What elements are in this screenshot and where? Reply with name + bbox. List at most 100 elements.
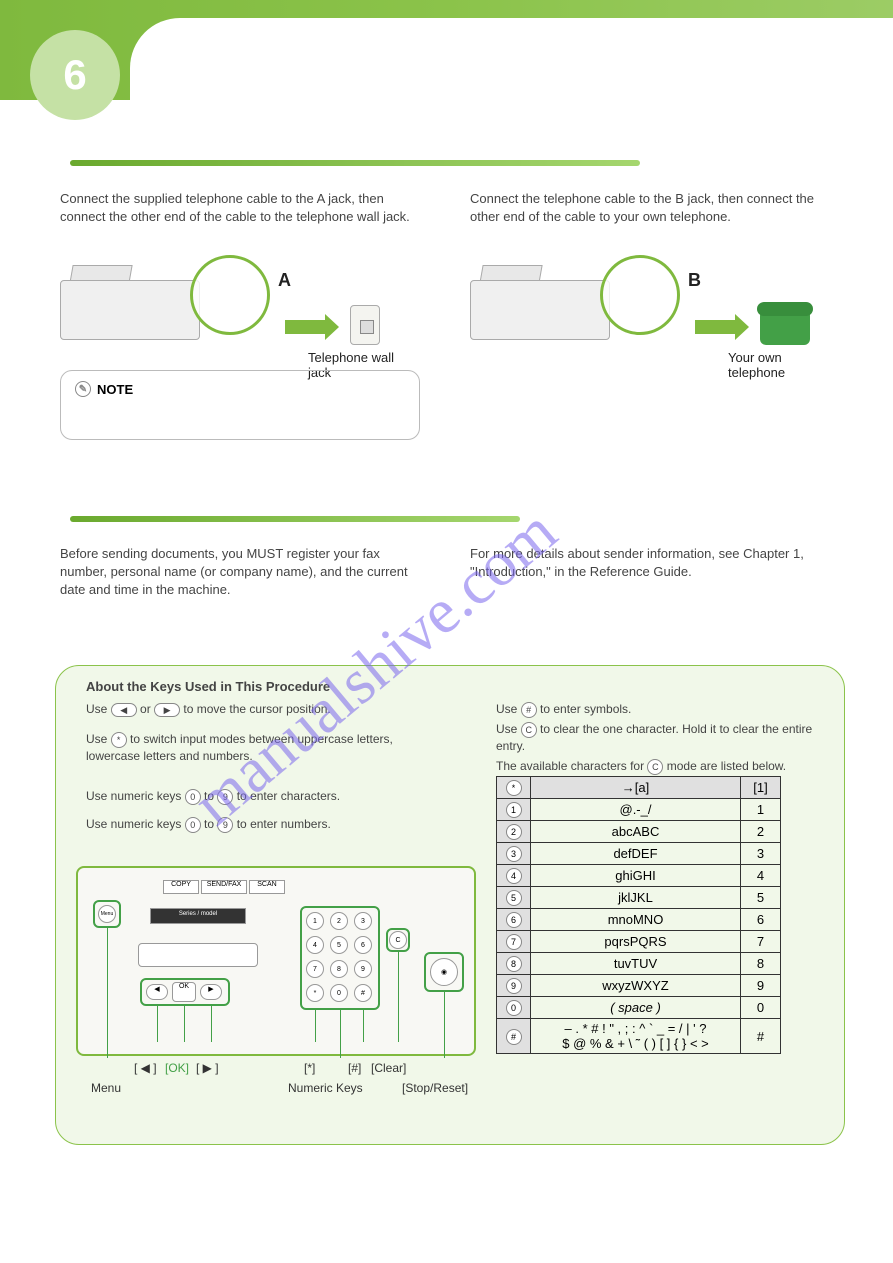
key-circle-icon: 6 bbox=[506, 912, 522, 928]
cp-stop-key: ◉ bbox=[430, 958, 458, 986]
cp-key-5: 5 bbox=[330, 936, 348, 954]
char-table-chars-cell: – . * # ! " , ; : ^ ` _ = / | ' ? $ @ % … bbox=[531, 1019, 741, 1054]
char-table-mode-head: →[a] bbox=[531, 777, 741, 799]
key-circle-icon: 9 bbox=[506, 978, 522, 994]
table-row: 0( space )0 bbox=[497, 997, 781, 1019]
table-row: 8tuvTUV8 bbox=[497, 953, 781, 975]
leader-star bbox=[315, 1010, 316, 1042]
char-table-num-cell: 2 bbox=[741, 821, 781, 843]
figure-b-caption: Your own telephone bbox=[728, 350, 820, 380]
star-key-icon: * bbox=[111, 732, 127, 748]
note-label: ✎ NOTE bbox=[75, 381, 405, 397]
char-table-num-cell: 5 bbox=[741, 887, 781, 909]
char-table-key-cell: # bbox=[497, 1019, 531, 1054]
key-circle-icon: # bbox=[506, 1029, 522, 1045]
cp-label-menu: Menu bbox=[91, 1081, 121, 1095]
char-table-key-cell: 9 bbox=[497, 975, 531, 997]
char-table-key-cell: 6 bbox=[497, 909, 531, 931]
cp-key-0: 0 bbox=[330, 984, 348, 1002]
leader-numkeys bbox=[340, 1010, 341, 1058]
char-table-chars-cell: defDEF bbox=[531, 843, 741, 865]
cp-label-right: [ ▶ ] bbox=[196, 1061, 219, 1075]
key-circle-icon: 5 bbox=[506, 890, 522, 906]
table-row: 1@.-_/1 bbox=[497, 799, 781, 821]
char-table-chars-cell: @.-_/ bbox=[531, 799, 741, 821]
section-divider-2 bbox=[70, 516, 520, 522]
page-number-badge: 6 bbox=[30, 30, 120, 120]
note-label-text: NOTE bbox=[97, 382, 133, 397]
table-row: 9wxyzWXYZ9 bbox=[497, 975, 781, 997]
char-table-num-cell: 7 bbox=[741, 931, 781, 953]
char-table-key-cell: 2 bbox=[497, 821, 531, 843]
table-row: 4ghiGHI4 bbox=[497, 865, 781, 887]
bullet-star: Use * to switch input modes between uppe… bbox=[86, 731, 436, 765]
jack-arrow-a bbox=[285, 320, 325, 334]
cp-key-hash: # bbox=[354, 984, 372, 1002]
figure-a-instruction: Connect the supplied telephone cable to … bbox=[60, 190, 410, 226]
char-table-key-cell: 7 bbox=[497, 931, 531, 953]
pencil-icon: ✎ bbox=[75, 381, 91, 397]
cp-key-4: 4 bbox=[306, 936, 324, 954]
sender-intro-right: For more details about sender informatio… bbox=[470, 545, 830, 581]
cp-key-1: 1 bbox=[306, 912, 324, 930]
key-circle-icon: 0 bbox=[506, 1000, 522, 1016]
panel-title: About the Keys Used in This Procedure bbox=[86, 678, 330, 696]
cp-clear-key: C bbox=[389, 931, 407, 949]
c-key-icon: C bbox=[521, 722, 537, 738]
right-arrow-icon: ▶ bbox=[154, 703, 180, 717]
section-title-connect-cables: Connect Telephone Cables bbox=[70, 145, 351, 171]
cp-key-7: 7 bbox=[306, 960, 324, 978]
char-table-num-cell: # bbox=[741, 1019, 781, 1054]
key-circle-icon: 3 bbox=[506, 846, 522, 862]
char-table-key-cell: 1 bbox=[497, 799, 531, 821]
char-table-chars-cell: abcABC bbox=[531, 821, 741, 843]
nine-key-icon-2: 9 bbox=[217, 817, 233, 833]
bullet-charlist: The available characters for C mode are … bbox=[496, 758, 816, 775]
char-table-chars-cell: jklJKL bbox=[531, 887, 741, 909]
char-table-num-cell: 3 bbox=[741, 843, 781, 865]
nine-key-icon: 9 bbox=[217, 789, 233, 805]
leader-left bbox=[157, 1006, 158, 1042]
zero-key-icon: 0 bbox=[185, 789, 201, 805]
phone-icon bbox=[760, 310, 810, 345]
leader-right bbox=[211, 1006, 212, 1042]
cp-menu-key: Menu bbox=[98, 905, 116, 923]
cp-scan-button: SCAN bbox=[249, 880, 285, 894]
table-row: 3defDEF3 bbox=[497, 843, 781, 865]
table-row: 2abcABC2 bbox=[497, 821, 781, 843]
printer-body-a bbox=[60, 280, 200, 340]
cp-label-left: [ ◀ ] bbox=[134, 1061, 157, 1075]
table-row: 6mnoMNO6 bbox=[497, 909, 781, 931]
cp-label-ok: [OK] bbox=[165, 1061, 189, 1075]
char-table-num-cell: 9 bbox=[741, 975, 781, 997]
page-header: 6 bbox=[0, 0, 893, 130]
figure-b: Connect the telephone cable to the B jac… bbox=[470, 210, 820, 380]
key-circle-icon: 4 bbox=[506, 868, 522, 884]
char-table-num-cell: 4 bbox=[741, 865, 781, 887]
char-table-chars-cell: ( space ) bbox=[531, 997, 741, 1019]
bullet-hash: Use # to enter symbols. bbox=[496, 701, 816, 718]
figure-b-instruction: Connect the telephone cable to the B jac… bbox=[470, 190, 820, 226]
note-box: ✎ NOTE bbox=[60, 370, 420, 440]
sender-intro-left: Before sending documents, you MUST regis… bbox=[60, 545, 430, 600]
cp-label-hash: [#] bbox=[348, 1061, 361, 1075]
leader-clear bbox=[398, 952, 399, 1042]
char-table-key-cell: 0 bbox=[497, 997, 531, 1019]
c-key-icon-2: C bbox=[647, 759, 663, 775]
char-table-num-cell: 6 bbox=[741, 909, 781, 931]
char-table-key-cell: 4 bbox=[497, 865, 531, 887]
cp-copy-button: COPY bbox=[163, 880, 199, 894]
table-row: 5jklJKL5 bbox=[497, 887, 781, 909]
char-table-chars-cell: mnoMNO bbox=[531, 909, 741, 931]
hash-key-icon: # bbox=[521, 702, 537, 718]
jack-arrow-b bbox=[695, 320, 735, 334]
figure-a-label: A bbox=[278, 270, 291, 291]
cp-sendfax-button: SEND/FAX bbox=[201, 880, 247, 894]
figure-b-label: B bbox=[688, 270, 701, 291]
cp-key-9: 9 bbox=[354, 960, 372, 978]
zoom-ring-a bbox=[190, 255, 270, 335]
char-table-chars-cell: ghiGHI bbox=[531, 865, 741, 887]
bullet-cursor: Use ◀ or ▶ to move the cursor position. bbox=[86, 701, 436, 718]
printer-sketch-b bbox=[470, 260, 620, 350]
cp-key-8: 8 bbox=[330, 960, 348, 978]
